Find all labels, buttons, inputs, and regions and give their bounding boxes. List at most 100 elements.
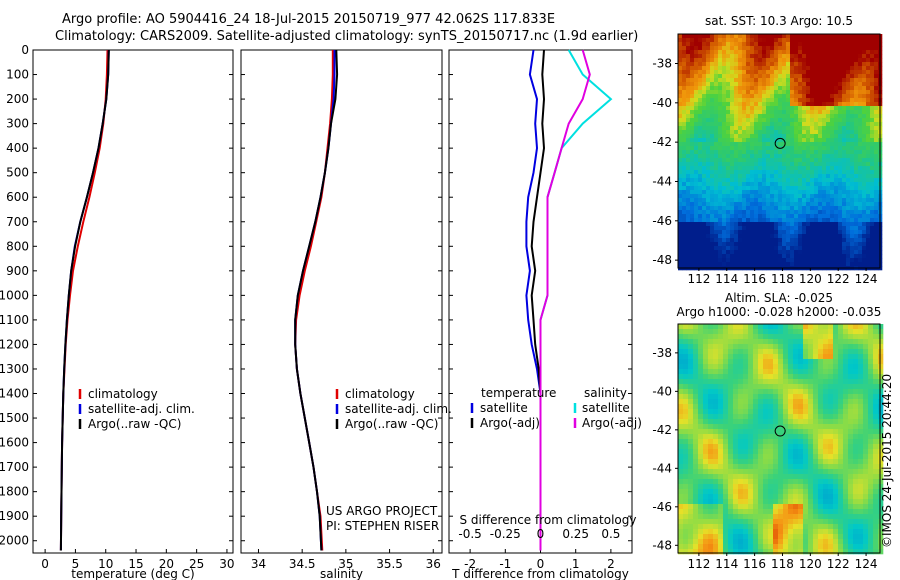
map-cell bbox=[850, 234, 855, 239]
map-cell bbox=[794, 94, 799, 99]
map-cell bbox=[846, 226, 851, 231]
map-cell bbox=[868, 324, 874, 330]
map-cell bbox=[698, 106, 703, 111]
map-cell bbox=[782, 42, 787, 47]
map-cell bbox=[758, 78, 763, 83]
map-cell bbox=[758, 82, 763, 87]
map-cell bbox=[822, 150, 827, 155]
map-cell bbox=[786, 54, 791, 59]
map-cell bbox=[778, 78, 783, 83]
map-cell bbox=[708, 324, 714, 330]
map-cell bbox=[694, 222, 699, 227]
map-cell bbox=[686, 106, 691, 111]
map-cell bbox=[853, 419, 859, 425]
map-cell bbox=[733, 389, 739, 395]
map-cell bbox=[794, 250, 799, 255]
map-cell bbox=[768, 454, 774, 460]
map-cell bbox=[758, 166, 763, 171]
map-cell bbox=[838, 130, 843, 135]
map-cell bbox=[702, 182, 707, 187]
map-cell bbox=[706, 50, 711, 55]
map-cell bbox=[874, 218, 879, 223]
map-cell bbox=[838, 434, 844, 440]
map-cell bbox=[758, 354, 764, 360]
map-cell bbox=[726, 154, 731, 159]
map-cell bbox=[742, 102, 747, 107]
map-cell bbox=[710, 166, 715, 171]
map-cell bbox=[862, 178, 867, 183]
map-cell bbox=[870, 90, 875, 95]
map-cell bbox=[782, 74, 787, 79]
map-cell bbox=[828, 329, 834, 335]
map-cell bbox=[770, 198, 775, 203]
map-cell bbox=[708, 474, 714, 480]
map-cell bbox=[718, 158, 723, 163]
map-cell bbox=[778, 34, 783, 39]
map-cell bbox=[834, 70, 839, 75]
map-cell bbox=[702, 50, 707, 55]
map-cell bbox=[873, 389, 879, 395]
map-cell bbox=[870, 130, 875, 135]
map-cell bbox=[774, 158, 779, 163]
map-cell bbox=[723, 444, 729, 450]
top-tick-label: 0.25 bbox=[562, 527, 589, 541]
map-cell bbox=[853, 384, 859, 390]
map-cell bbox=[773, 324, 779, 330]
map-cell bbox=[858, 38, 863, 43]
map-cell bbox=[858, 424, 864, 430]
map-cell bbox=[846, 106, 851, 111]
map-cell bbox=[826, 122, 831, 127]
map-cell bbox=[758, 162, 763, 167]
map-cell bbox=[868, 364, 874, 370]
map-cell bbox=[770, 70, 775, 75]
map-cell bbox=[698, 394, 704, 400]
map-cell bbox=[734, 162, 739, 167]
map-cell bbox=[850, 118, 855, 123]
map-cell bbox=[723, 404, 729, 410]
map-cell bbox=[798, 214, 803, 219]
map-cell bbox=[823, 334, 829, 340]
map-cell bbox=[693, 339, 699, 345]
map-cell bbox=[794, 82, 799, 87]
map-cell bbox=[770, 178, 775, 183]
map-cell bbox=[682, 38, 687, 43]
map-cell bbox=[793, 429, 799, 435]
map-cell bbox=[838, 222, 843, 227]
map-cell bbox=[734, 114, 739, 119]
map-cell bbox=[794, 234, 799, 239]
map-cell bbox=[694, 230, 699, 235]
map-cell bbox=[818, 74, 823, 79]
map-cell bbox=[678, 474, 684, 480]
map-cell bbox=[798, 146, 803, 151]
map-cell bbox=[848, 514, 854, 520]
map-cell bbox=[683, 349, 689, 355]
map-cell bbox=[793, 459, 799, 465]
map-cell bbox=[793, 404, 799, 410]
map-cell bbox=[682, 102, 687, 107]
map-cell bbox=[758, 374, 764, 380]
map-cell bbox=[868, 434, 874, 440]
map-cell bbox=[778, 190, 783, 195]
map-cell bbox=[698, 74, 703, 79]
map-cell bbox=[746, 118, 751, 123]
map-cell bbox=[878, 494, 884, 500]
map-cell bbox=[790, 246, 795, 251]
map-cell bbox=[733, 419, 739, 425]
map-cell bbox=[698, 86, 703, 91]
map-cell bbox=[842, 190, 847, 195]
map-cell bbox=[722, 142, 727, 147]
map-cell bbox=[858, 78, 863, 83]
map-cell bbox=[723, 494, 729, 500]
map-cell bbox=[750, 178, 755, 183]
map-cell bbox=[683, 414, 689, 420]
panel-frame-2 bbox=[240, 49, 443, 554]
map-cell bbox=[788, 374, 794, 380]
map-cell bbox=[726, 186, 731, 191]
map-cell bbox=[798, 98, 803, 103]
map-cell bbox=[743, 454, 749, 460]
y-tick-label: 1900 bbox=[0, 509, 29, 523]
map-cell bbox=[708, 519, 714, 525]
map-cell bbox=[683, 379, 689, 385]
map-cell bbox=[826, 98, 831, 103]
map-cell bbox=[688, 524, 694, 530]
